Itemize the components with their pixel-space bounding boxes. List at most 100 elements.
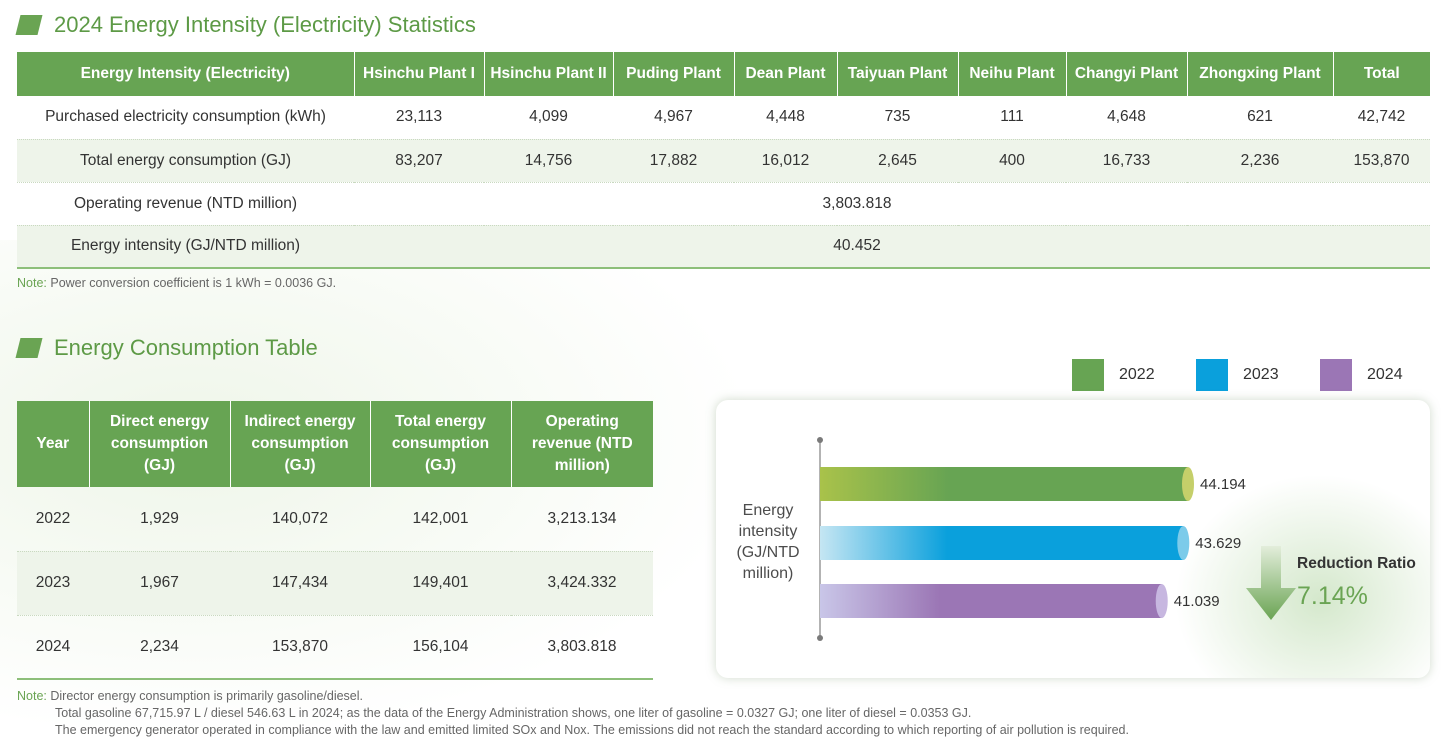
axis-end-dot	[817, 437, 823, 443]
title-marker-icon	[15, 338, 43, 358]
data-label-2024: 41.039	[1174, 593, 1220, 610]
row-label: Operating revenue (NTD million)	[17, 182, 354, 226]
table-cell: 111	[958, 96, 1066, 140]
table-row: 2024 2,234 153,870 156,104 3,803.818	[17, 615, 653, 680]
table-cell: 16,733	[1066, 139, 1187, 183]
legend-item-2022: 2022	[1072, 359, 1196, 391]
note-line: The emergency generator operated in comp…	[55, 723, 1129, 737]
table-cell: 83,207	[354, 139, 484, 183]
table-cell: 4,648	[1066, 96, 1187, 140]
table-cell: 2022	[17, 487, 89, 552]
column-header: Hsinchu Plant II	[484, 52, 614, 96]
column-header: Puding Plant	[613, 52, 735, 96]
legend-item-2024: 2024	[1320, 359, 1444, 391]
table-cell: 4,448	[734, 96, 837, 140]
table-note: Note: Director energy consumption is pri…	[17, 688, 1129, 739]
table-cell: 4,967	[613, 96, 734, 140]
legend-label: 2022	[1119, 366, 1155, 383]
reduction-value: 7.14%	[1297, 582, 1368, 610]
table-cell: 2023	[17, 551, 89, 616]
data-label-2022: 44.194	[1200, 476, 1246, 493]
reduction-label: Reduction Ratio	[1297, 555, 1416, 572]
bar-2023	[820, 526, 1184, 560]
section-title-text: 2024 Energy Intensity (Electricity) Stat…	[54, 12, 476, 37]
table-cell: 142,001	[370, 487, 511, 552]
bar-end-cap	[1177, 526, 1190, 560]
column-header: Direct energy consumption (GJ)	[89, 401, 231, 487]
down-arrow-icon	[1246, 546, 1296, 620]
revenue-value: 3,803.818	[354, 182, 1430, 226]
note-label: Note:	[17, 276, 47, 290]
table-cell: 3,424.332	[511, 551, 653, 616]
table-cell: 3,213.134	[511, 487, 653, 552]
column-header: Neihu Plant	[958, 52, 1067, 96]
reduction-ratio-callout: Reduction Ratio 7.14%	[1244, 540, 1416, 627]
column-header: Changyi Plant	[1066, 52, 1188, 96]
note-text: Power conversion coefficient is 1 kWh = …	[46, 276, 337, 290]
table-row: 2022 1,929 140,072 142,001 3,213.134	[17, 487, 653, 552]
table-row: 2023 1,967 147,434 149,401 3,424.332	[17, 551, 653, 616]
title-marker-icon	[15, 15, 43, 35]
table-cell: 149,401	[370, 551, 511, 616]
table-cell: 17,882	[613, 139, 734, 183]
table-cell: 621	[1187, 96, 1333, 140]
bars-group: 44.194 43.629 41.039	[817, 437, 1246, 641]
energy-consumption-table: Year Direct energy consumption (GJ) Indi…	[17, 401, 653, 680]
data-label-2023: 43.629	[1195, 535, 1241, 552]
table-row: Purchased electricity consumption (kWh) …	[17, 96, 1430, 140]
table-cell: 23,113	[354, 96, 484, 140]
column-header: Total	[1333, 52, 1430, 96]
legend-swatch	[1072, 359, 1104, 391]
bar-chart-svg: 44.194 43.629 41.039	[817, 437, 1246, 641]
section-title-energy-consumption: Energy Consumption Table	[15, 335, 318, 361]
table-cell: 156,104	[370, 615, 511, 680]
column-header: Year	[17, 401, 90, 487]
column-header: Energy Intensity (Electricity)	[17, 52, 355, 96]
legend-item-2023: 2023	[1196, 359, 1320, 391]
column-header: Taiyuan Plant	[837, 52, 959, 96]
legend-swatch	[1196, 359, 1228, 391]
table-cell: 3,803.818	[511, 615, 653, 680]
row-label: Total energy consumption (GJ)	[17, 139, 354, 183]
intensity-value: 40.452	[354, 225, 1430, 269]
bar-2024	[820, 584, 1162, 618]
table-cell: 14,756	[484, 139, 613, 183]
table-row: Energy intensity (GJ/NTD million) 40.452	[17, 225, 1430, 269]
axis-end-dot	[817, 635, 823, 641]
table-row: Operating revenue (NTD million) 3,803.81…	[17, 182, 1430, 226]
table-note: Note: Power conversion coefficient is 1 …	[17, 276, 336, 290]
legend-label: 2024	[1367, 366, 1403, 383]
table-cell: 153,870	[230, 615, 370, 680]
column-header: Operating revenue (NTD million)	[511, 401, 653, 487]
table-header-row: Year Direct energy consumption (GJ) Indi…	[17, 401, 653, 487]
table-cell: 153,870	[1333, 139, 1430, 183]
table-cell: 2,234	[89, 615, 230, 680]
table-cell: 16,012	[734, 139, 837, 183]
column-header: Total energy consumption (GJ)	[370, 401, 512, 487]
column-header: Dean Plant	[734, 52, 838, 96]
energy-intensity-chart: Energy intensity (GJ/NTD million) 44.194…	[716, 400, 1430, 678]
note-line: Total gasoline 67,715.97 L / diesel 546.…	[55, 706, 972, 720]
y-axis-label: Energy intensity (GJ/NTD million)	[736, 502, 800, 582]
table-cell: 1,929	[89, 487, 230, 552]
column-header: Zhongxing Plant	[1187, 52, 1334, 96]
note-line: Director energy consumption is primarily…	[46, 689, 363, 703]
note-label: Note:	[17, 689, 47, 703]
row-label: Energy intensity (GJ/NTD million)	[17, 225, 354, 269]
energy-intensity-table: Energy Intensity (Electricity) Hsinchu P…	[17, 52, 1430, 269]
table-header-row: Energy Intensity (Electricity) Hsinchu P…	[17, 52, 1430, 96]
chart-legend: 2022 2023 2024	[1072, 359, 1444, 391]
table-cell: 2,645	[837, 139, 958, 183]
bar-end-cap	[1155, 584, 1168, 618]
row-label: Purchased electricity consumption (kWh)	[17, 96, 354, 140]
column-header: Hsinchu Plant I	[354, 52, 485, 96]
table-cell: 4,099	[484, 96, 613, 140]
bar-end-cap	[1182, 467, 1194, 501]
section-title-energy-intensity: 2024 Energy Intensity (Electricity) Stat…	[15, 12, 476, 38]
section-title-text: Energy Consumption Table	[54, 335, 318, 360]
table-cell: 42,742	[1333, 96, 1430, 140]
table-cell: 2024	[17, 615, 89, 680]
bar-2022	[820, 467, 1188, 501]
table-cell: 2,236	[1187, 139, 1333, 183]
table-row: Total energy consumption (GJ) 83,207 14,…	[17, 139, 1430, 183]
